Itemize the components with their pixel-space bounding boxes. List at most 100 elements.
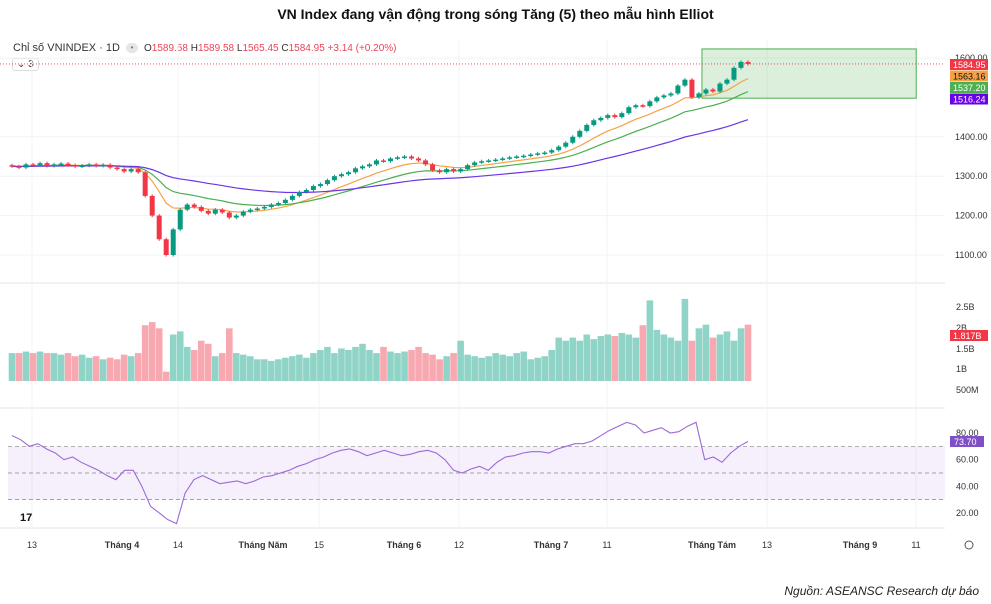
symbol-label[interactable]: Chỉ số VNINDEX · 1D xyxy=(13,42,120,54)
price-tag-label: 1563.16 xyxy=(953,72,986,82)
volume-bar xyxy=(730,340,738,381)
candle xyxy=(619,113,625,118)
volume-bar xyxy=(632,337,640,381)
volume-bar xyxy=(106,357,114,381)
volume-bar xyxy=(268,360,275,381)
volume-bar xyxy=(506,356,513,381)
candle xyxy=(549,150,555,153)
time-axis-label: Tháng 4 xyxy=(105,540,140,550)
candle xyxy=(310,186,316,190)
candle xyxy=(640,105,646,107)
candle xyxy=(696,93,702,98)
price-tick-label: 1300.00 xyxy=(955,171,988,181)
volume-bar xyxy=(85,357,93,381)
volume-bar xyxy=(29,353,37,381)
chart-canvas[interactable]: 1600.00 1400.00 1300.00 1200.00 1100.00 1584.… xyxy=(0,0,991,560)
volume-bar xyxy=(22,351,30,381)
volume-bar xyxy=(429,354,436,381)
price-tag-label: 1516.24 xyxy=(953,95,986,105)
volume-bar xyxy=(541,356,549,381)
candle xyxy=(121,169,127,172)
volume-tick-label: 2B xyxy=(956,323,967,333)
volume-bar xyxy=(688,340,696,381)
candle xyxy=(177,209,183,230)
volume-bar xyxy=(625,334,633,381)
volume-bar xyxy=(50,353,58,381)
volume-tick-label: 500M xyxy=(956,385,979,395)
candle xyxy=(37,163,43,166)
candle xyxy=(289,195,295,200)
ma-slow-line xyxy=(11,119,749,194)
volume-bar xyxy=(310,353,317,381)
candle xyxy=(563,142,569,147)
candle xyxy=(416,158,422,161)
candle xyxy=(507,157,513,159)
volume-bar xyxy=(148,322,156,381)
volume-bar xyxy=(380,346,387,381)
candle xyxy=(212,209,218,214)
candle xyxy=(409,156,415,159)
price-tick-label: 1400.00 xyxy=(955,132,988,142)
volume-bar xyxy=(317,350,324,381)
candle xyxy=(128,169,134,172)
candle xyxy=(521,155,527,158)
volume-bar xyxy=(394,353,401,381)
volume-bar xyxy=(8,353,16,381)
candle xyxy=(30,164,36,166)
candle xyxy=(65,163,71,166)
candle xyxy=(710,89,716,92)
volume-bar xyxy=(618,332,626,381)
candle xyxy=(58,163,64,166)
time-axis-label: Tháng 6 xyxy=(387,540,422,550)
volume-bar xyxy=(359,343,366,381)
time-axis-label: 14 xyxy=(173,540,183,550)
symbol-legend: Chỉ số VNINDEX · 1D • O1589.58 H1589.58 … xyxy=(13,42,396,54)
candle xyxy=(184,204,190,210)
volume-bar xyxy=(611,336,619,381)
volume-bar xyxy=(331,353,338,381)
price-tag xyxy=(950,82,988,93)
volume-bar xyxy=(211,356,219,381)
target-box xyxy=(701,48,917,99)
volume-bar xyxy=(169,334,177,381)
volume-bar xyxy=(422,353,429,381)
time-axis-label: 11 xyxy=(911,540,920,550)
price-tag xyxy=(950,59,988,70)
volume-bar xyxy=(92,356,100,381)
volume-bar xyxy=(513,353,520,381)
volume-bar xyxy=(275,359,282,381)
candle xyxy=(577,130,583,137)
more-icon[interactable]: • xyxy=(125,43,138,53)
candle xyxy=(366,164,372,167)
volume-bar xyxy=(464,354,471,381)
time-axis-label: 13 xyxy=(27,540,37,550)
rsi-tag xyxy=(950,436,984,447)
source-note: Nguồn: ASEANSC Research dự báo xyxy=(784,584,979,598)
candle xyxy=(296,191,302,196)
candle xyxy=(359,166,365,169)
settings-icon[interactable] xyxy=(964,540,974,550)
volume-bar xyxy=(674,340,682,381)
candle xyxy=(745,61,751,64)
volume-bar xyxy=(247,356,254,381)
volume-bar xyxy=(71,356,79,381)
volume-bar xyxy=(261,359,268,381)
volume-bar xyxy=(534,357,542,381)
volume-bar xyxy=(303,357,310,381)
candle xyxy=(472,162,478,166)
chart-title: VN Index đang vận động trong sóng Tăng (… xyxy=(277,6,714,22)
candle xyxy=(247,209,253,212)
candle xyxy=(591,120,597,125)
volume-bar xyxy=(57,354,65,381)
candle xyxy=(345,172,351,175)
candle xyxy=(23,164,29,168)
volume-bar xyxy=(527,359,535,381)
candle xyxy=(738,61,744,68)
volume-bar xyxy=(338,348,345,381)
volume-bar xyxy=(702,324,710,381)
candle xyxy=(240,211,246,216)
candle xyxy=(626,107,632,114)
volume-bar xyxy=(653,329,661,381)
volume-bar xyxy=(723,331,731,381)
candle xyxy=(717,83,723,92)
